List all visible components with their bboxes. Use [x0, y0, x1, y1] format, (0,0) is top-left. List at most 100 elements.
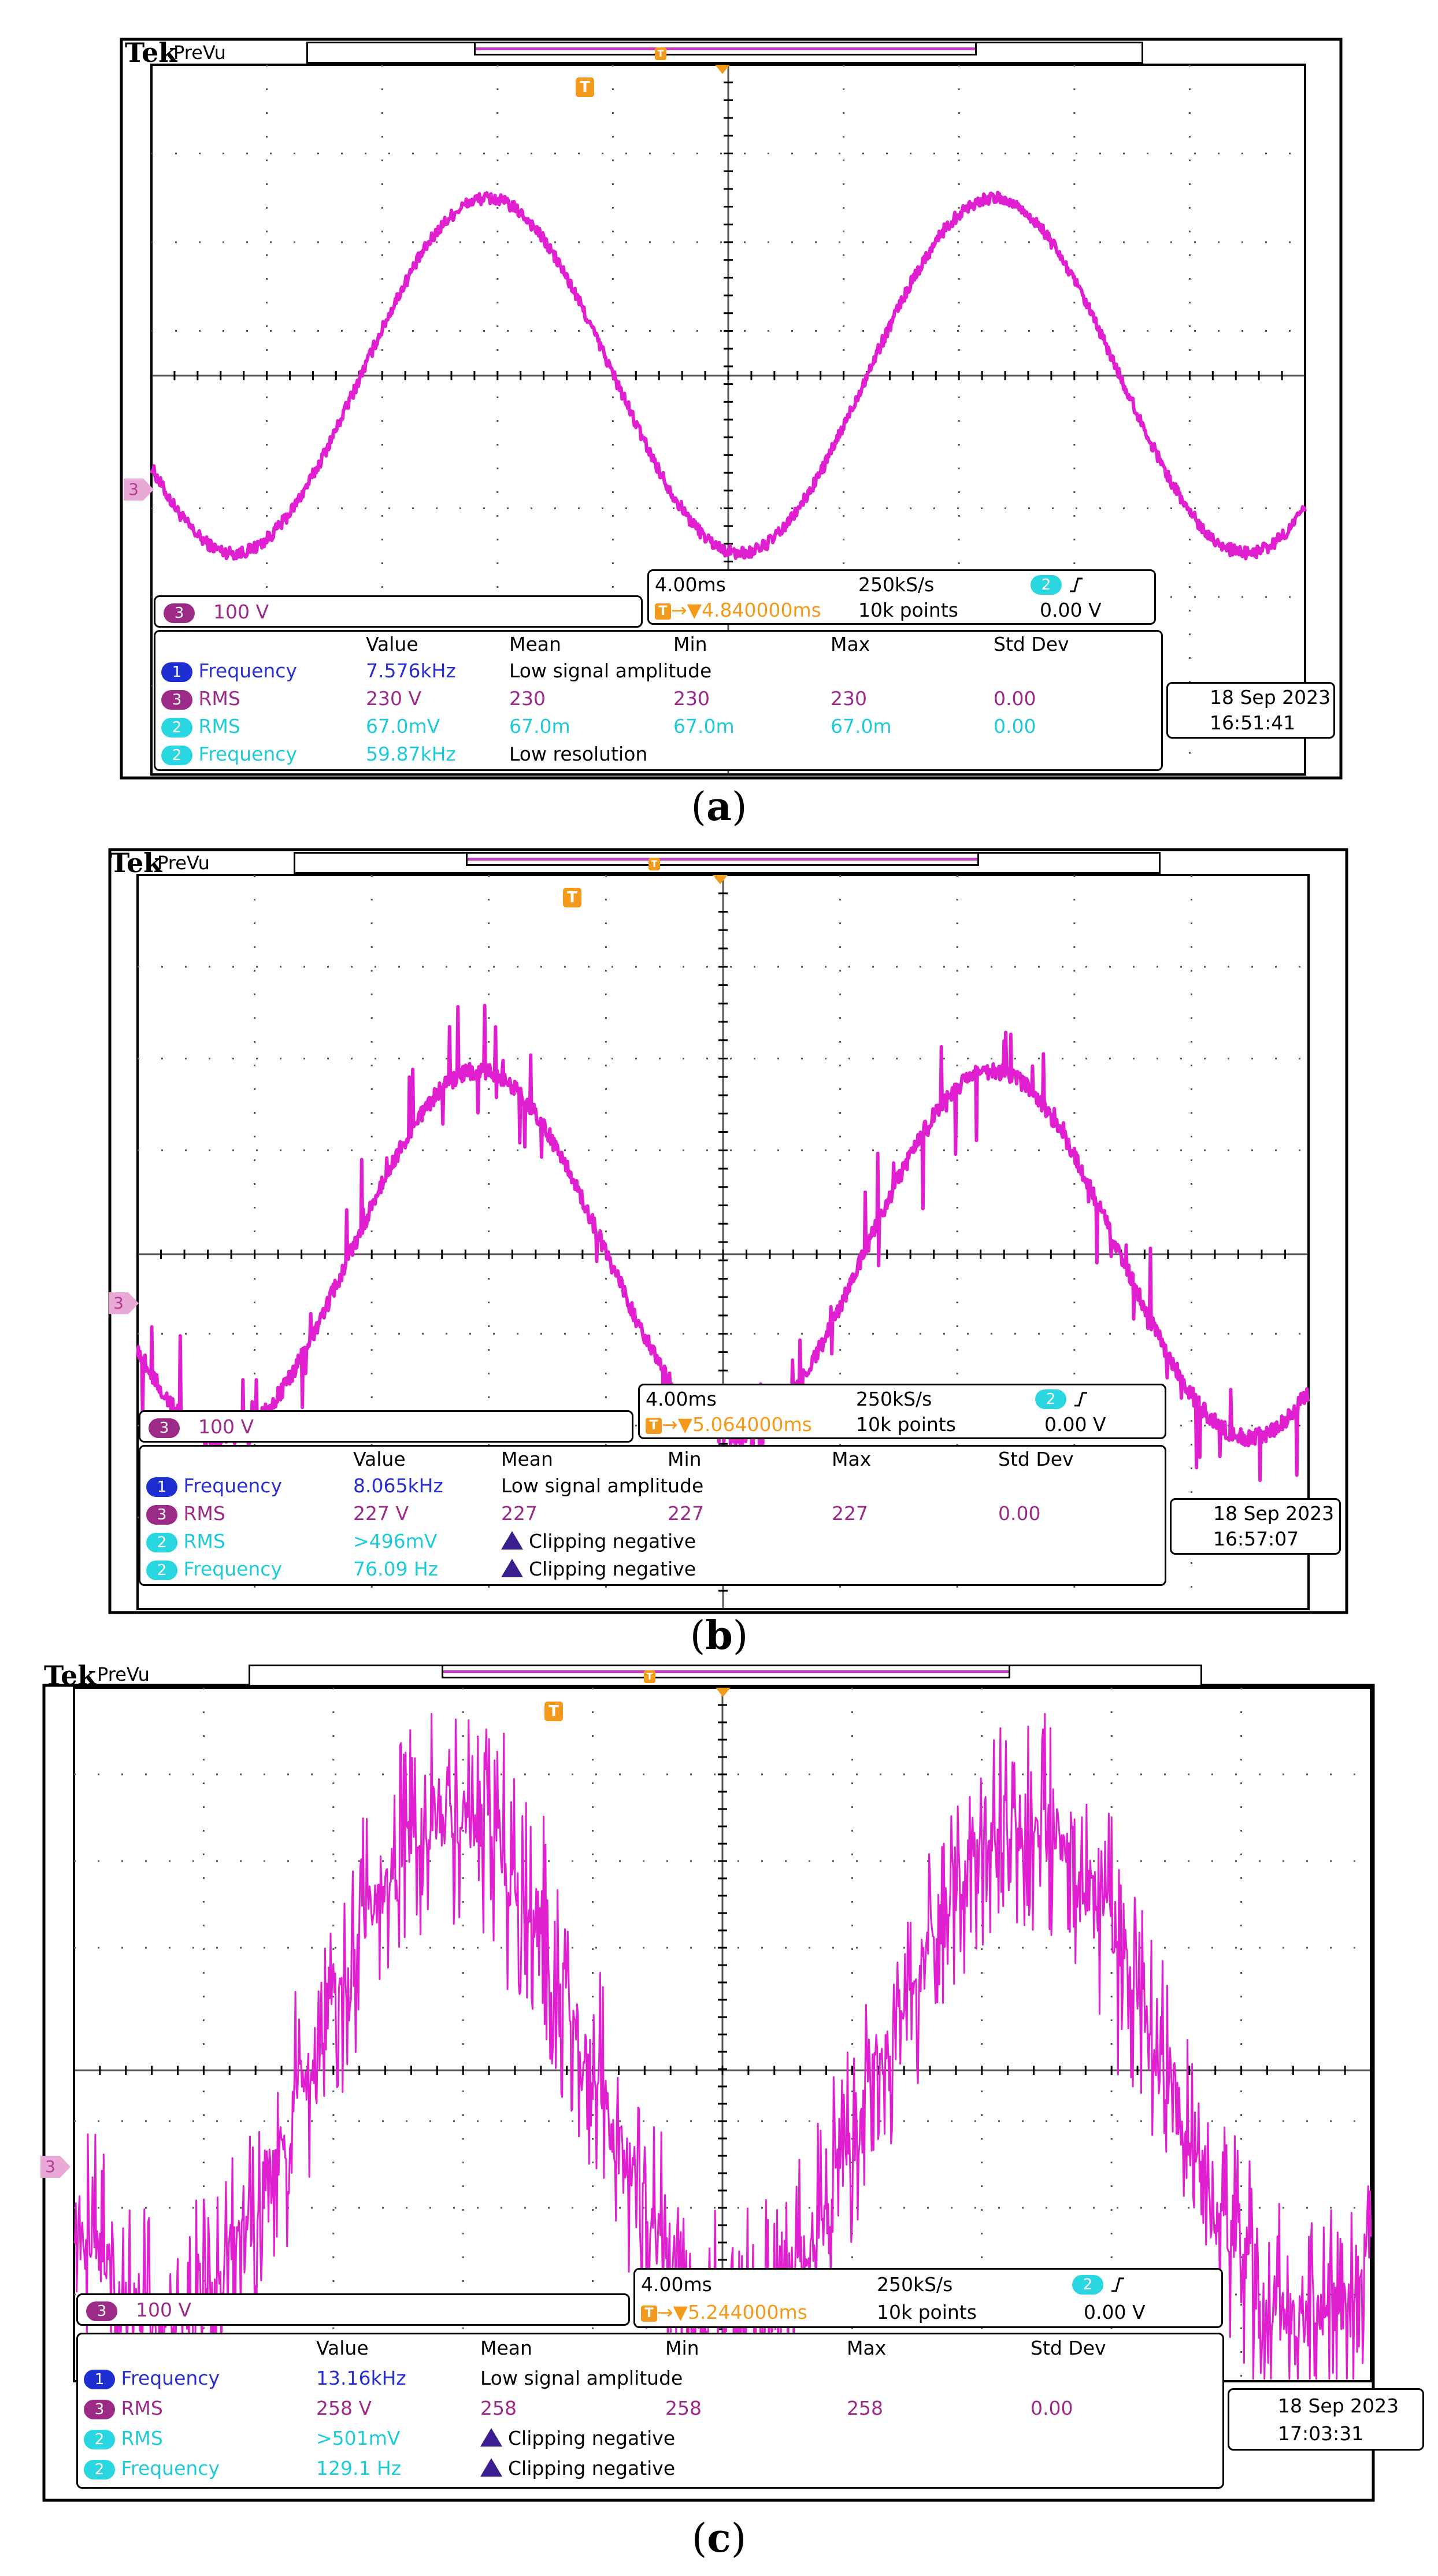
date: 18 Sep 2023 — [1213, 1502, 1335, 1525]
trigger-level: 0.00 V — [1044, 1413, 1106, 1436]
meas-std: 0.00 — [1031, 2397, 1073, 2419]
meas-row[interactable]: 2 Frequency — [84, 2458, 220, 2479]
ch3-scale: 100 V — [136, 2299, 192, 2321]
col-header-min: Min — [673, 633, 707, 655]
trigger-icon[interactable]: T — [563, 888, 581, 907]
measurement-table: Value Mean Min Max Std Dev 1 Frequency 1… — [76, 2333, 1224, 2489]
col-header-stddev: Std Dev — [994, 633, 1069, 655]
meas-row[interactable]: 2 Frequency — [146, 1559, 282, 1580]
expansion-point-marker — [713, 875, 728, 884]
col-header-max: Max — [831, 633, 870, 655]
ch3-ground-marker[interactable]: 3 — [109, 1292, 139, 1314]
meas-value: 8.065kHz — [353, 1474, 443, 1497]
timebase: 4.00ms — [646, 1388, 717, 1410]
meas-max: 258 — [847, 2397, 883, 2419]
meas-row[interactable]: 1 Frequency — [146, 1476, 282, 1497]
col-header-stddev: Std Dev — [998, 1448, 1074, 1470]
meas-mean: 67.0m — [509, 715, 570, 737]
record-window[interactable] — [442, 1665, 1010, 1678]
brand-logo: Tek — [44, 1660, 97, 1691]
timebase: 4.00ms — [655, 573, 726, 596]
col-header-min: Min — [668, 1448, 702, 1470]
meas-std: 0.00 — [994, 715, 1036, 737]
ch3-scale-box[interactable]: 3 100 V — [154, 595, 643, 628]
warning-icon — [480, 2458, 502, 2477]
acq-mode-label: PreVu — [173, 42, 226, 64]
screen-outer-frame — [108, 848, 1348, 1614]
trigger-icon[interactable]: T — [576, 77, 594, 97]
timestamp-box: 18 Sep 2023 16:51:41 — [1166, 682, 1335, 739]
acq-mode-label: PreVu — [97, 1663, 150, 1685]
warning-icon — [480, 2428, 502, 2447]
meas-min: 67.0m — [673, 715, 735, 737]
measurement-table: Value Mean Min Max Std Dev 1 Frequency 7… — [154, 630, 1163, 771]
ch3-scale-box[interactable]: 3 100 V — [139, 1410, 633, 1443]
panel-caption: (b) — [690, 1613, 748, 1659]
trigger-source-badge: 2 — [1031, 574, 1062, 595]
rising-edge-icon — [1111, 2277, 1124, 2292]
trigger-position: T →▼4.840000ms — [655, 600, 821, 621]
expansion-point-marker — [715, 65, 730, 74]
meas-row[interactable]: 3 RMS — [146, 1503, 225, 1525]
timebase-box[interactable]: 4.00ms 250kS/s 2 T →▼4.840000ms 10k point… — [647, 569, 1156, 625]
meas-mean: Low signal amplitude — [501, 1474, 704, 1497]
meas-mean: 258 — [480, 2397, 517, 2419]
record-window[interactable] — [466, 852, 979, 866]
meas-value: 59.87kHz — [366, 743, 456, 765]
date: 18 Sep 2023 — [1210, 686, 1331, 709]
ch3-ground-marker[interactable]: 3 — [40, 2156, 71, 2178]
panel-caption: (c) — [691, 2515, 747, 2562]
ch3-badge: 3 — [164, 603, 195, 623]
meas-value: 227 V — [353, 1502, 409, 1525]
scope-panel-a: Tek PreVu T T 3 3 100 V 4.00ms 250kS/s 2 … — [0, 0, 1438, 838]
trigger-icon[interactable]: T — [544, 1702, 563, 1721]
ch3-scale-box[interactable]: 3 100 V — [76, 2293, 630, 2326]
meas-value: >496mV — [353, 1530, 438, 1552]
meas-row[interactable]: 1 Frequency — [84, 2368, 220, 2389]
ch3-scale: 100 V — [198, 1415, 254, 1438]
timestamp-box: 18 Sep 2023 17:03:31 — [1228, 2388, 1424, 2451]
ch3-trace — [150, 190, 1307, 561]
meas-row[interactable]: 3 RMS — [161, 688, 240, 710]
measurement-table: Value Mean Min Max Std Dev 1 Frequency 8… — [139, 1445, 1166, 1586]
meas-row[interactable]: 2 Frequency — [161, 744, 297, 765]
meas-mean: Low resolution — [509, 743, 648, 765]
meas-row[interactable]: 2 RMS — [146, 1531, 225, 1552]
record-window[interactable] — [474, 42, 977, 55]
record-length: 10k points — [858, 599, 958, 621]
scope-panel-c: Tek PreVu T T 3 3 100 V 4.00ms 250kS/s 2 … — [0, 1653, 1438, 2576]
meas-max: 227 — [832, 1502, 868, 1525]
sample-rate: 250kS/s — [858, 573, 935, 596]
record-length: 10k points — [877, 2301, 977, 2323]
ch3-scale: 100 V — [213, 601, 269, 623]
meas-row[interactable]: 3 RMS — [84, 2398, 163, 2419]
ch3-badge: 3 — [149, 1418, 180, 1438]
timebase: 4.00ms — [641, 2273, 712, 2296]
timebase-box[interactable]: 4.00ms 250kS/s 2 T →▼5.244000ms 10k point… — [633, 2268, 1223, 2328]
timebase-box[interactable]: 4.00ms 250kS/s 2 T →▼5.064000ms 10k point… — [638, 1384, 1166, 1439]
ch3-ground-marker[interactable]: 3 — [124, 479, 154, 501]
meas-min: 227 — [668, 1502, 704, 1525]
col-header-mean: Mean — [509, 633, 561, 655]
col-header-max: Max — [847, 2337, 887, 2359]
col-header-value: Value — [366, 633, 418, 655]
meas-mean: Clipping negative — [480, 2428, 675, 2449]
meas-value: 129.1 Hz — [316, 2457, 402, 2479]
meas-row[interactable]: 2 RMS — [161, 716, 240, 737]
sample-rate: 250kS/s — [877, 2273, 953, 2296]
rising-edge-icon — [1074, 1392, 1087, 1406]
meas-value: 258 V — [316, 2397, 372, 2419]
acq-mode-label: PreVu — [157, 852, 210, 874]
meas-mean: Low signal amplitude — [480, 2367, 683, 2389]
meas-mean: Clipping negative — [480, 2458, 675, 2479]
trigger-source-badge: 2 — [1072, 2274, 1103, 2295]
meas-std: 0.00 — [998, 1502, 1041, 1525]
meas-row[interactable]: 2 RMS — [84, 2428, 163, 2449]
col-header-mean: Mean — [480, 2337, 532, 2359]
meas-mean: 227 — [501, 1502, 538, 1525]
trigger-position-marker: T — [655, 47, 666, 60]
trigger-level: 0.00 V — [1040, 599, 1102, 621]
screen-outer-frame — [120, 38, 1343, 780]
meas-row[interactable]: 1 Frequency — [161, 661, 297, 682]
expansion-point-marker — [716, 1688, 731, 1697]
